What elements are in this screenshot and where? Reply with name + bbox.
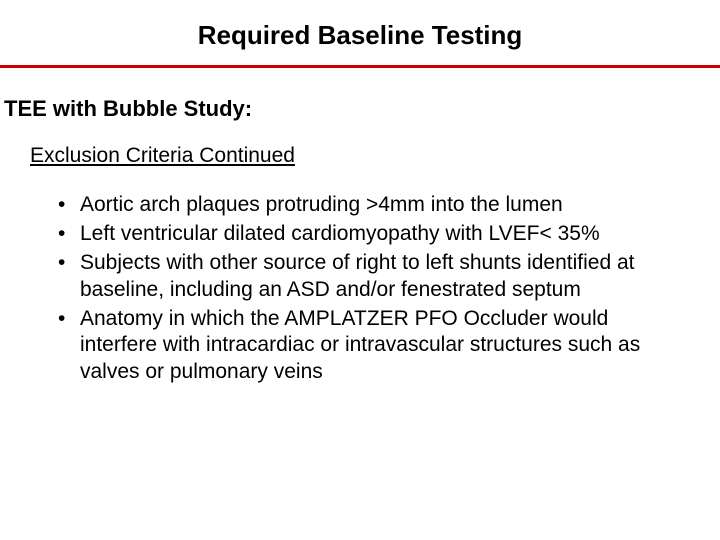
bullet-list: Aortic arch plaques protruding >4mm into…: [0, 168, 720, 386]
list-item: Aortic arch plaques protruding >4mm into…: [56, 192, 664, 219]
list-item: Anatomy in which the AMPLATZER PFO Occlu…: [56, 306, 664, 387]
title-area: Required Baseline Testing: [0, 0, 720, 59]
list-item: Subjects with other source of right to l…: [56, 250, 664, 304]
slide-subtitle: TEE with Bubble Study:: [0, 68, 720, 122]
slide-title: Required Baseline Testing: [0, 20, 720, 51]
slide-container: Required Baseline Testing TEE with Bubbl…: [0, 0, 720, 540]
list-item: Left ventricular dilated cardiomyopathy …: [56, 221, 664, 248]
section-heading: Exclusion Criteria Continued: [0, 122, 720, 168]
